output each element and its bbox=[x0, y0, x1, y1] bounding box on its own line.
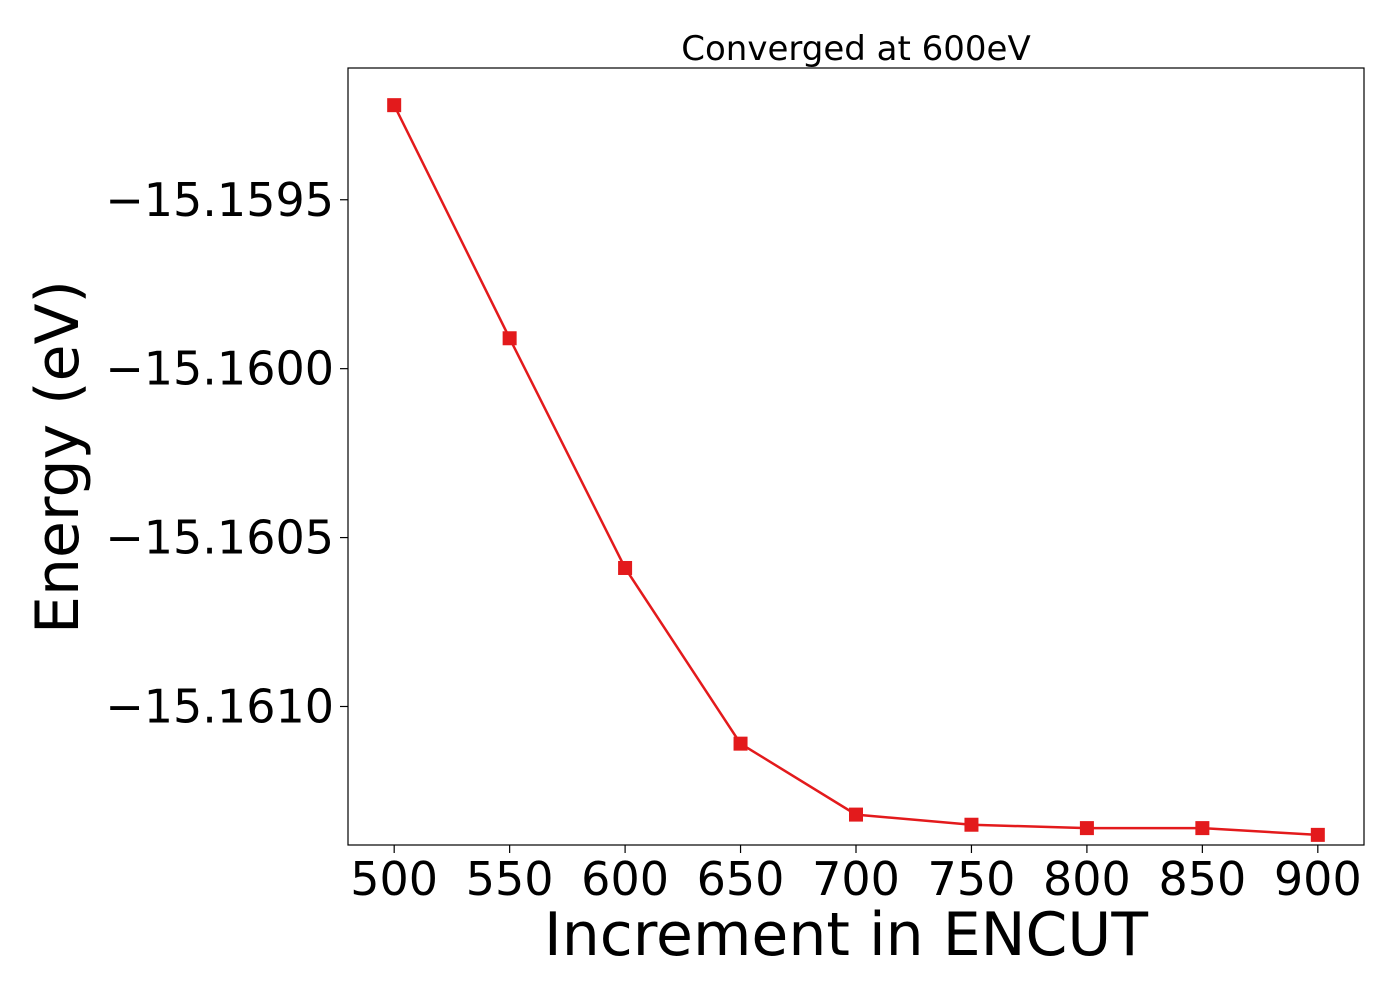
x-tick-label: 600 bbox=[581, 852, 669, 906]
x-tick-label: 750 bbox=[928, 852, 1016, 906]
series-layer bbox=[387, 98, 1325, 842]
data-point-marker bbox=[387, 98, 402, 113]
data-point-marker bbox=[1079, 821, 1094, 836]
y-tick-label: −15.1610 bbox=[105, 679, 334, 733]
x-tick-label: 900 bbox=[1274, 852, 1362, 906]
data-point-marker bbox=[849, 807, 863, 822]
data-point-marker bbox=[1195, 821, 1210, 836]
x-axis: 500 550 600 650 700 750 800 850 900 bbox=[350, 845, 1362, 906]
data-point-marker bbox=[733, 736, 748, 751]
x-tick-label: 500 bbox=[350, 852, 438, 906]
y-tick-label: −15.1600 bbox=[105, 342, 334, 396]
x-tick-label: 650 bbox=[697, 852, 785, 906]
data-point-marker bbox=[502, 331, 517, 346]
x-tick-label: 550 bbox=[466, 852, 554, 906]
x-tick-label: 850 bbox=[1158, 852, 1246, 906]
data-point-marker bbox=[618, 560, 633, 575]
plot-area-frame bbox=[347, 67, 1365, 846]
data-point-marker bbox=[964, 817, 979, 832]
x-tick-label: 800 bbox=[1043, 852, 1131, 906]
y-axis-label: Energy (eV) bbox=[23, 280, 93, 634]
y-tick-label: −15.1605 bbox=[105, 511, 334, 565]
chart-title: Converged at 600eV bbox=[681, 29, 1030, 69]
series-line bbox=[393, 104, 1318, 837]
y-tick-label: −15.1595 bbox=[105, 173, 334, 227]
data-point-marker bbox=[1310, 827, 1325, 842]
x-axis-label: Increment in ENCUT bbox=[544, 900, 1148, 970]
x-tick-label: 700 bbox=[812, 852, 900, 906]
y-axis: −15.1595 −15.1600 −15.1605 −15.1610 bbox=[105, 173, 348, 733]
